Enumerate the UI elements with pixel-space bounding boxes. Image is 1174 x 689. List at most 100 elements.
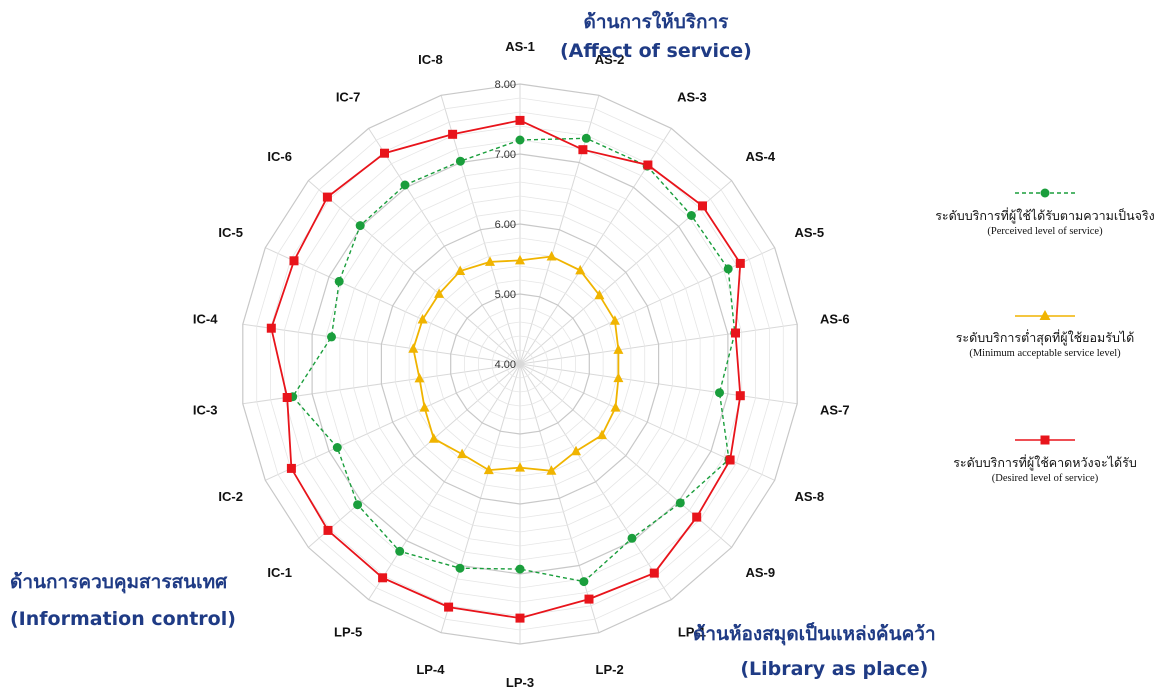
data-point-desired bbox=[584, 594, 594, 604]
data-point-minimum bbox=[594, 289, 605, 300]
radar-grid-ring-major bbox=[450, 293, 590, 435]
radar-grid-ring bbox=[339, 181, 701, 547]
radial-tick-label: 8.00 bbox=[495, 79, 516, 91]
category-label: IC-2 bbox=[218, 489, 243, 504]
data-point-minimum bbox=[419, 402, 430, 412]
data-point-minimum bbox=[483, 464, 494, 475]
data-point-perceived bbox=[400, 180, 410, 190]
data-point-minimum bbox=[515, 254, 525, 265]
data-point-minimum bbox=[455, 265, 466, 275]
radar-grid-ring-major bbox=[311, 153, 729, 575]
radar-grid-ring bbox=[477, 321, 562, 407]
data-point-desired bbox=[735, 258, 745, 268]
category-label: IC-3 bbox=[193, 402, 218, 417]
category-label: LP-4 bbox=[416, 662, 445, 677]
data-point-minimum bbox=[457, 448, 468, 459]
data-point-desired bbox=[649, 568, 659, 578]
data-point-perceived bbox=[627, 533, 637, 543]
group-label-library-th: ด้านห้องสมุดเป็นแหล่งค้นคว้า bbox=[693, 623, 936, 645]
radar-grid-ring bbox=[394, 237, 646, 491]
legend-key-perceived bbox=[1015, 188, 1075, 198]
data-point-perceived bbox=[686, 211, 696, 220]
radial-tick-label: 5.00 bbox=[495, 289, 516, 301]
data-point-desired bbox=[725, 455, 735, 465]
radar-grid-ring bbox=[256, 97, 784, 631]
category-label: IC-6 bbox=[267, 149, 292, 164]
legend-label-minimum-en: (Minimum acceptable service level) bbox=[969, 348, 1121, 359]
data-point-perceived bbox=[353, 500, 363, 510]
radar-grid-ring bbox=[464, 307, 576, 421]
group-label-information-en: (Information control) bbox=[10, 608, 236, 631]
group-label-information: ด้านการควบคุมสารสนเทศ (Information contr… bbox=[10, 568, 236, 635]
group-label-information-th: ด้านการควบคุมสารสนเทศ bbox=[10, 571, 228, 593]
data-point-desired bbox=[444, 602, 454, 612]
group-label-service-en: (Affect of service) bbox=[560, 40, 752, 63]
category-label: AS-6 bbox=[820, 312, 850, 327]
legend-label-minimum-th: ระดับบริการต่ำสุดที่ผู้ใช้ยอมรับได้ bbox=[955, 331, 1135, 345]
category-label: IC-8 bbox=[418, 52, 443, 67]
radar-grid-ring bbox=[325, 167, 715, 561]
data-point-minimum bbox=[610, 402, 621, 412]
category-label: IC-7 bbox=[336, 90, 361, 105]
category-label: IC-5 bbox=[218, 225, 243, 240]
category-label: AS-8 bbox=[794, 489, 824, 504]
radar-grid-ring bbox=[283, 125, 756, 603]
legend-label-desired-en: (Desired level of service) bbox=[991, 473, 1099, 484]
legend-label-desired-th: ระดับบริการที่ผู้ใช้คาดหวังจะได้รับ bbox=[953, 456, 1137, 470]
data-point-minimum bbox=[597, 429, 607, 440]
legend-key-desired bbox=[1015, 435, 1075, 445]
radar-grid-ring bbox=[297, 139, 743, 589]
legend-item-perceived: ระดับบริการที่ผู้ใช้ได้รับตามความเป็นจริ… bbox=[920, 186, 1170, 237]
category-label: IC-1 bbox=[267, 565, 292, 580]
data-point-perceived bbox=[723, 264, 733, 274]
data-point-desired bbox=[515, 115, 525, 125]
data-point-minimum bbox=[515, 462, 525, 472]
radar-grid-ring bbox=[491, 335, 549, 393]
data-point-perceived bbox=[675, 498, 685, 508]
radar-grid-ring bbox=[436, 279, 604, 449]
data-point-minimum bbox=[434, 288, 445, 298]
data-point-desired bbox=[323, 525, 333, 535]
data-point-minimum bbox=[417, 314, 428, 324]
radar-grid-ring-major bbox=[242, 83, 798, 645]
radar-grid-ring bbox=[505, 349, 535, 379]
radial-tick-label: 7.00 bbox=[495, 149, 516, 161]
radar-grid-ring bbox=[408, 251, 632, 477]
legend-key-minimum bbox=[1015, 310, 1075, 320]
legend-label-perceived-en: (Perceived level of service) bbox=[987, 226, 1103, 237]
data-point-desired bbox=[286, 463, 296, 473]
data-point-perceived bbox=[455, 156, 465, 166]
data-point-perceived bbox=[327, 332, 336, 342]
category-label: LP-5 bbox=[334, 625, 362, 640]
data-point-desired bbox=[282, 393, 292, 402]
category-label: AS-7 bbox=[820, 402, 850, 417]
data-point-desired bbox=[643, 160, 653, 170]
data-point-desired bbox=[578, 145, 588, 155]
radial-tick-label: 4.00 bbox=[495, 359, 516, 371]
group-label-library: ด้านห้องสมุดเป็นแหล่งค้นคว้า (Library as… bbox=[693, 620, 936, 685]
data-point-desired bbox=[731, 328, 740, 338]
category-label: LP-3 bbox=[506, 675, 534, 689]
data-point-minimum bbox=[546, 465, 557, 475]
legend-item-minimum: ระดับบริการต่ำสุดที่ผู้ใช้ยอมรับได้ (Min… bbox=[920, 308, 1170, 359]
category-label: AS-3 bbox=[677, 90, 707, 105]
category-label: AS-1 bbox=[505, 39, 535, 54]
category-label: AS-2 bbox=[595, 52, 625, 67]
category-label: AS-4 bbox=[745, 149, 775, 164]
data-point-perceived bbox=[515, 135, 525, 145]
data-point-perceived bbox=[334, 276, 344, 286]
data-point-minimum bbox=[408, 343, 419, 353]
data-point-minimum bbox=[546, 251, 557, 261]
data-point-desired bbox=[692, 512, 702, 522]
data-point-perceived bbox=[515, 564, 525, 574]
data-point-minimum bbox=[428, 433, 439, 443]
data-point-desired bbox=[380, 148, 389, 158]
category-label: IC-4 bbox=[193, 312, 218, 327]
category-label: AS-5 bbox=[794, 225, 824, 240]
legend-label-perceived-th: ระดับบริการที่ผู้ใช้ได้รับตามความเป็นจริ… bbox=[935, 209, 1155, 223]
data-point-desired bbox=[448, 129, 458, 139]
data-point-minimum bbox=[414, 372, 425, 383]
group-label-service: ด้านการให้บริการ (Affect of service) bbox=[560, 8, 752, 67]
data-point-perceived bbox=[581, 133, 591, 143]
